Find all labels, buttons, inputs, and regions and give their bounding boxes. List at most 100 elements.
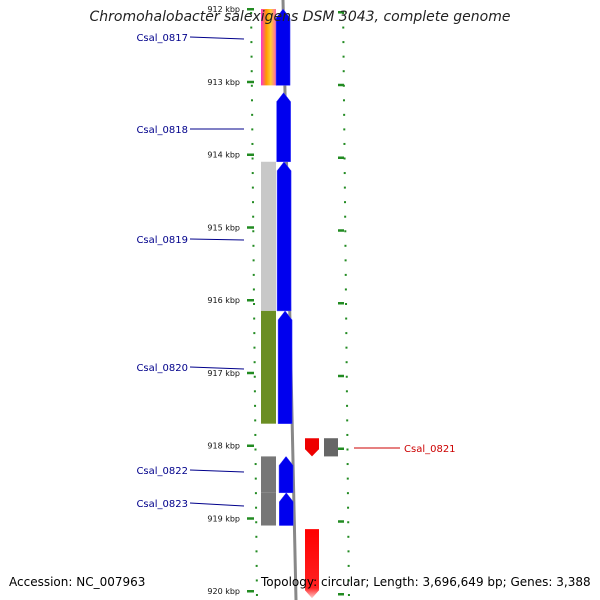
outer-dot-track-dot <box>345 346 348 349</box>
inner-dot-track-dot <box>251 128 254 131</box>
outer-scale-tick <box>338 302 344 305</box>
inner-dot-track-dot <box>254 463 257 466</box>
inner-dot-track-dot <box>251 172 254 175</box>
inner-dot-track-dot <box>254 433 257 436</box>
gene-csal-0817-arrow[interactable] <box>275 8 291 86</box>
gene-csal-0819-leader <box>189 238 245 241</box>
outer-dot-track-dot <box>346 463 349 466</box>
inner-dot-track-dot <box>251 186 254 189</box>
outer-scale-tick <box>338 229 344 232</box>
gene-csal-0822-arrow[interactable] <box>278 456 294 494</box>
gene-csal-0821-arrow[interactable] <box>305 438 319 457</box>
outer-dot-track-dot <box>344 273 347 276</box>
scale-tick <box>247 8 254 11</box>
gene-csal-0819-arrow[interactable] <box>276 161 292 312</box>
gene-csal-0821-cog-bar[interactable] <box>324 438 338 457</box>
inner-dot-track-dot <box>255 535 258 538</box>
outer-dot-track-dot <box>345 332 348 335</box>
outer-dot-track-dot <box>342 41 345 44</box>
inner-dot-track-dot <box>253 303 256 305</box>
gene-csal-0822-leader <box>189 469 245 473</box>
inner-dot-track-dot <box>251 157 254 160</box>
scale-tick <box>247 590 254 593</box>
inner-dot-track-dot <box>250 12 253 14</box>
inner-dot-track-dot <box>254 448 257 451</box>
gene-csal-0819-label[interactable]: Csal_0819 <box>136 235 188 246</box>
inner-dot-track-dot <box>251 113 254 116</box>
inner-dot-track-dot <box>255 594 258 596</box>
gene-csal-0817-cog-bar[interactable] <box>261 9 276 86</box>
inner-dot-track-dot <box>250 99 253 102</box>
outer-scale-tick <box>338 156 344 159</box>
outer-dot-track-dot <box>343 113 346 116</box>
gene-csal-0822-label[interactable]: Csal_0822 <box>136 466 188 477</box>
gene-csal-0819-cog-bar[interactable] <box>261 161 276 311</box>
outer-dot-track-dot <box>345 303 348 305</box>
inner-dot-track-dot <box>252 215 255 218</box>
inner-dot-track-dot <box>255 521 258 524</box>
scale-tick <box>247 371 254 375</box>
inner-dot-track-dot <box>252 273 255 276</box>
outer-dot-track-dot <box>347 564 350 567</box>
outer-dot-track-dot <box>342 55 345 58</box>
gene-csal-0817-label[interactable]: Csal_0817 <box>136 33 188 44</box>
gene-csal-0821-label[interactable]: Csal_0821 <box>404 444 456 455</box>
scale-tick-label: 916 kbp <box>207 296 240 305</box>
inner-dot-track-dot <box>251 142 254 145</box>
inner-dot-track-dot <box>252 230 255 233</box>
outer-dot-track-dot <box>344 288 347 291</box>
inner-dot-track-dot <box>253 317 256 320</box>
gene-csal-0818-arrow[interactable] <box>276 92 291 163</box>
gene-csal-0820-cog-bar[interactable] <box>261 310 276 424</box>
outer-dot-track-dot <box>347 535 350 538</box>
inner-dot-track-dot <box>254 419 257 422</box>
outer-scale-tick <box>338 374 344 378</box>
gene-csal-0818-label[interactable]: Csal_0818 <box>136 125 188 136</box>
inner-dot-track-dot <box>254 477 257 480</box>
gene-csal-0820-arrow[interactable] <box>277 310 293 424</box>
outer-dot-track-dot <box>343 142 346 145</box>
scale-tick <box>247 153 254 156</box>
inner-dot-track-dot <box>252 259 255 262</box>
inner-dot-track-dot <box>252 288 255 291</box>
gene-csal-0822-cog-bar[interactable] <box>261 456 276 493</box>
gene-csal-0823-arrow[interactable] <box>279 492 294 526</box>
scale-tick-label: 918 kbp <box>207 442 240 451</box>
inner-dot-track-dot <box>253 361 256 364</box>
inner-dot-track-dot <box>254 404 257 407</box>
gene-csal-0820-label[interactable]: Csal_0820 <box>136 363 188 374</box>
outer-dot-track-dot <box>346 477 349 480</box>
accession-text: Accession: NC_007963 <box>9 575 146 589</box>
inner-dot-track-dot <box>255 506 258 509</box>
page-title: Chromohalobacter salexigens DSM 3043, co… <box>89 9 511 25</box>
inner-dot-track-dot <box>255 550 258 553</box>
gene-csal-0823-leader <box>189 502 245 507</box>
inner-dot-track-dot <box>255 579 258 582</box>
gene-csal-0820-leader <box>189 366 245 370</box>
outer-dot-track-dot <box>346 492 349 495</box>
outer-dot-track-dot <box>345 361 348 364</box>
outer-dot-track-dot <box>345 375 348 378</box>
inner-dot-track-dot <box>255 564 258 567</box>
scale-tick <box>247 444 254 447</box>
inner-dot-track-dot <box>253 332 256 335</box>
gene-unlabeled-arrow[interactable] <box>305 529 319 599</box>
scale-tick-label: 915 kbp <box>207 223 240 232</box>
outer-dot-track-dot <box>342 70 345 73</box>
inner-dot-track-dot <box>253 375 256 378</box>
gene-csal-0823-label[interactable]: Csal_0823 <box>136 499 188 510</box>
scale-tick-label: 919 kbp <box>207 514 240 523</box>
scale-tick-label: 920 kbp <box>207 587 240 596</box>
inner-dot-track-dot <box>254 492 257 495</box>
outer-dot-track-dot <box>346 448 349 451</box>
scale-tick <box>247 226 254 229</box>
gene-csal-0823-cog-bar[interactable] <box>261 492 276 526</box>
inner-dot-track-dot <box>250 84 253 87</box>
inner-dot-track-dot <box>250 26 253 29</box>
outer-dot-track-dot <box>344 215 347 218</box>
outer-dot-track-dot <box>346 433 349 436</box>
outer-dot-track-dot <box>344 244 347 247</box>
outer-scale-tick <box>338 83 344 87</box>
outer-dot-track-dot <box>343 172 346 175</box>
outer-scale-tick <box>338 447 344 450</box>
